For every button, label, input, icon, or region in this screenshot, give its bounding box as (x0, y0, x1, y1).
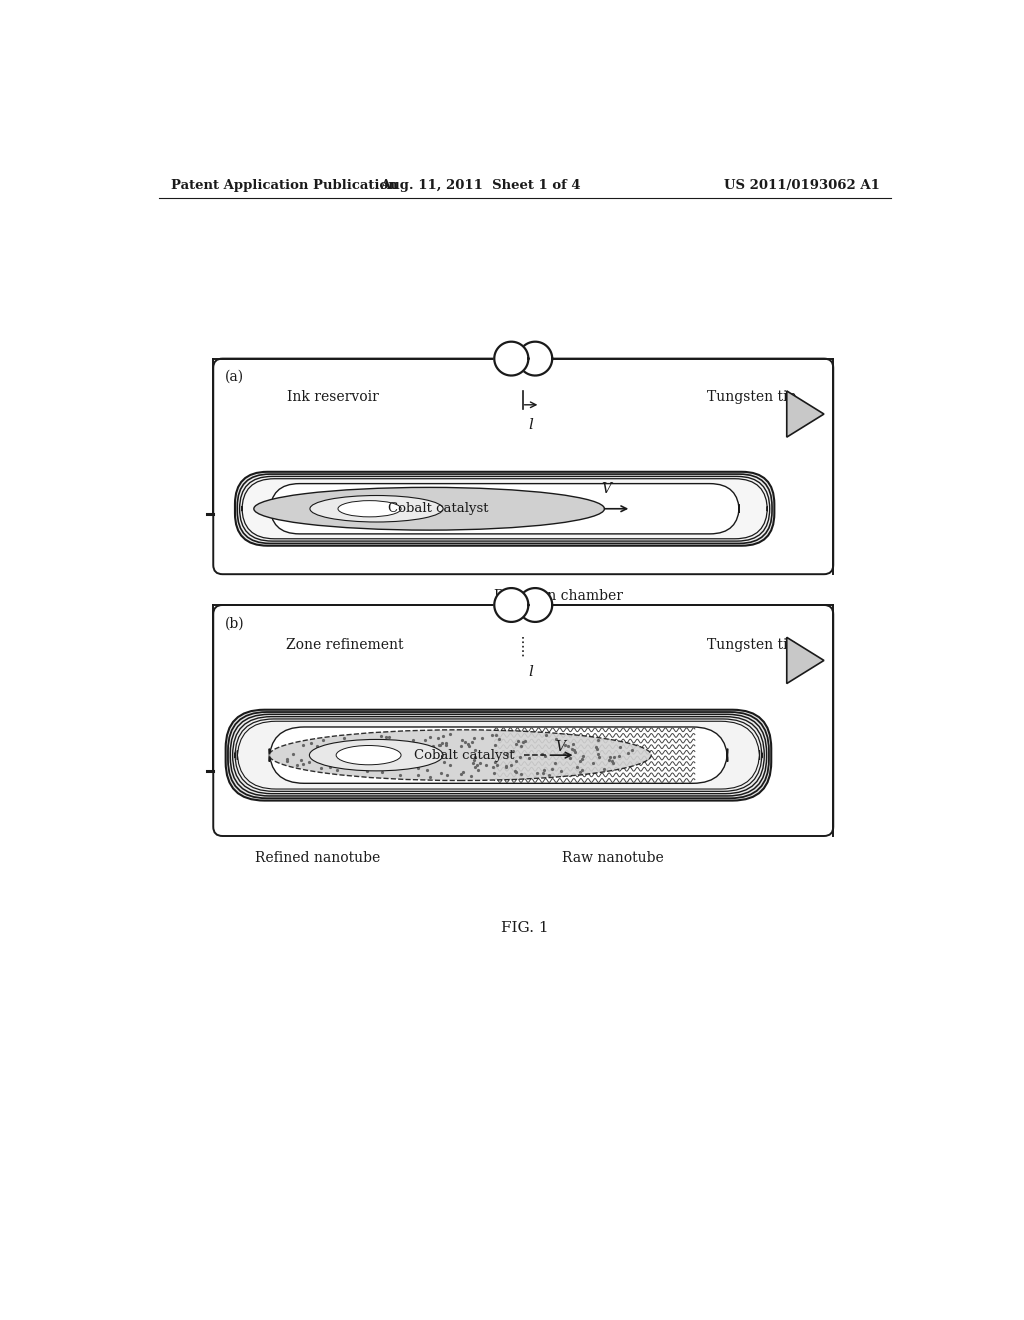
Text: Cobalt catalyst: Cobalt catalyst (388, 502, 488, 515)
Polygon shape (518, 589, 552, 622)
Text: V: V (601, 482, 611, 496)
FancyBboxPatch shape (270, 483, 739, 533)
Text: l: l (528, 418, 534, 432)
Ellipse shape (254, 487, 604, 531)
FancyBboxPatch shape (228, 711, 769, 799)
Text: Patent Application Publication: Patent Application Publication (171, 178, 397, 191)
Ellipse shape (336, 746, 401, 764)
FancyBboxPatch shape (213, 359, 834, 574)
FancyBboxPatch shape (225, 710, 771, 800)
FancyBboxPatch shape (234, 719, 762, 792)
Polygon shape (495, 589, 528, 622)
FancyBboxPatch shape (238, 474, 772, 544)
Polygon shape (786, 391, 824, 437)
Text: Zone refinement: Zone refinement (287, 638, 403, 652)
Ellipse shape (310, 495, 443, 521)
Text: Reaction chamber: Reaction chamber (495, 589, 624, 603)
Text: Tungsten tip: Tungsten tip (708, 391, 797, 404)
Text: Refined nanotube: Refined nanotube (255, 850, 381, 865)
Polygon shape (495, 342, 528, 375)
Text: Raw nanotube: Raw nanotube (561, 850, 664, 865)
FancyBboxPatch shape (232, 717, 764, 793)
Text: FIG. 1: FIG. 1 (501, 921, 549, 936)
FancyBboxPatch shape (238, 721, 760, 789)
Text: V: V (555, 739, 565, 754)
FancyBboxPatch shape (213, 605, 834, 836)
FancyBboxPatch shape (242, 479, 767, 539)
Text: (a): (a) (225, 370, 244, 384)
Text: Tungsten tip: Tungsten tip (708, 638, 797, 652)
Polygon shape (518, 342, 552, 375)
Text: l: l (528, 665, 534, 678)
FancyBboxPatch shape (269, 727, 728, 783)
FancyBboxPatch shape (240, 477, 770, 541)
Text: Ink reservoir: Ink reservoir (288, 391, 379, 404)
Text: (b): (b) (225, 616, 245, 631)
Ellipse shape (309, 739, 443, 771)
Text: Cobalt catalyst: Cobalt catalyst (414, 748, 514, 762)
Text: US 2011/0193062 A1: US 2011/0193062 A1 (724, 178, 880, 191)
Text: Aug. 11, 2011  Sheet 1 of 4: Aug. 11, 2011 Sheet 1 of 4 (380, 178, 581, 191)
Ellipse shape (338, 500, 401, 517)
FancyBboxPatch shape (234, 471, 774, 545)
Ellipse shape (269, 730, 651, 780)
Polygon shape (786, 638, 824, 684)
FancyBboxPatch shape (230, 714, 767, 796)
